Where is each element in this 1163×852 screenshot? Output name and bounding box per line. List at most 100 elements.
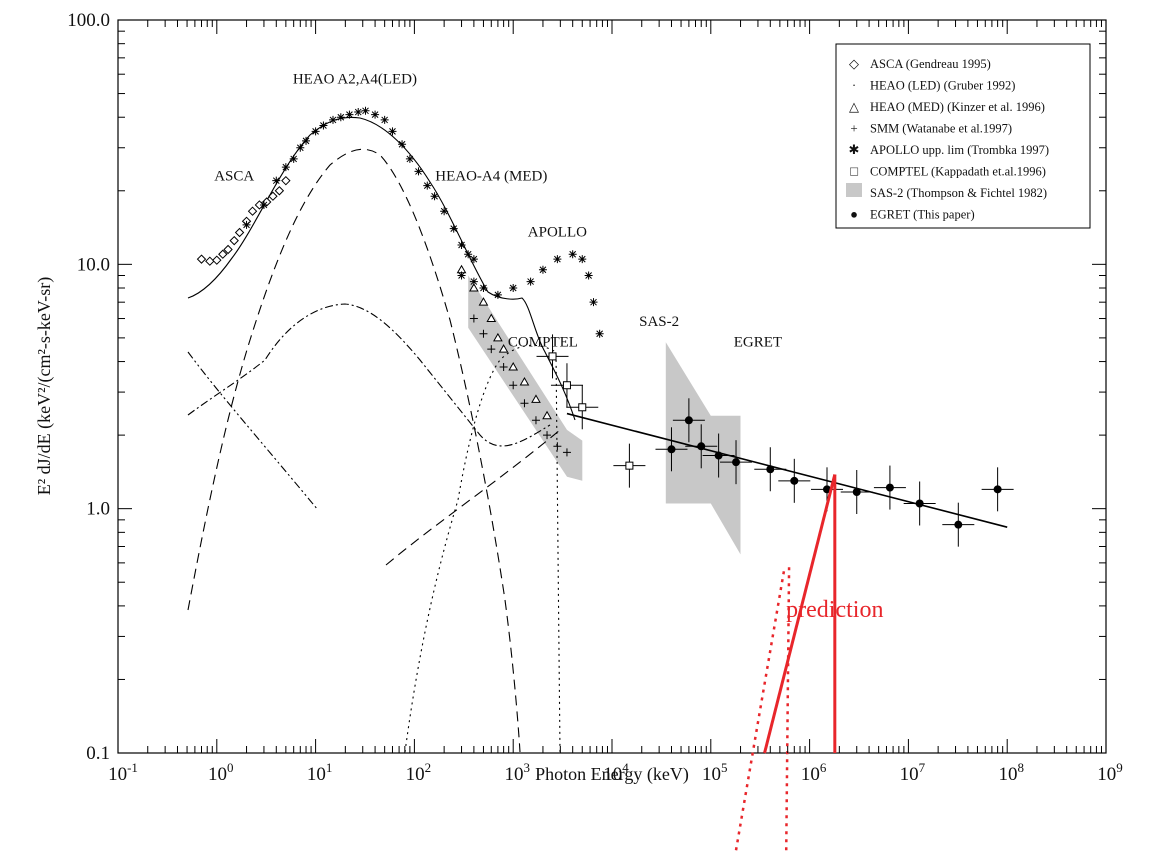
asca-marker bbox=[212, 255, 222, 265]
y-axis-ticks: 100.0 10.0 1.0 0.1 bbox=[67, 10, 1106, 764]
asca-marker bbox=[229, 235, 239, 246]
star-marker bbox=[380, 115, 389, 124]
x-tick-label: 109 bbox=[1097, 760, 1123, 785]
heao-a2-a4-led-point bbox=[371, 110, 380, 119]
annotation-heao-a2-a4-led: HEAO A2,A4(LED) bbox=[293, 71, 417, 87]
egret-fit-line bbox=[566, 412, 1008, 528]
legend-label: COMPTEL (Kappadath et.al.1996) bbox=[870, 165, 1046, 179]
asca-point bbox=[274, 186, 285, 196]
heao-med-marker bbox=[486, 313, 497, 323]
asca-point bbox=[223, 244, 233, 255]
star-marker bbox=[469, 277, 478, 286]
heao-a2-a4-led-point bbox=[302, 136, 311, 145]
heao-a2-a4-led-point bbox=[289, 154, 298, 163]
star-marker bbox=[568, 250, 577, 259]
legend-label: ASCA (Gendreau 1995) bbox=[870, 57, 991, 71]
star-marker bbox=[328, 115, 337, 124]
asca-marker bbox=[205, 256, 215, 266]
heao-a4-med-point bbox=[508, 361, 519, 371]
egret-marker bbox=[714, 451, 723, 460]
y-tick-label: 100.0 bbox=[67, 10, 110, 31]
heao-med-marker bbox=[498, 344, 509, 353]
y-axis-label: E² dJ/dE (keV²/(cm²-s-keV-sr) bbox=[34, 277, 55, 495]
star-marker bbox=[371, 110, 380, 119]
y-tick-label: 1.0 bbox=[86, 499, 110, 520]
prediction-lines bbox=[734, 474, 837, 851]
star-marker bbox=[361, 106, 370, 115]
egret-marker bbox=[790, 476, 799, 485]
x-tick-label: 105 bbox=[702, 760, 728, 785]
egret-point bbox=[754, 447, 787, 492]
legend-symbol: ◇ bbox=[849, 56, 859, 71]
x-tick-label: 100 bbox=[208, 760, 234, 785]
apollo-upp-lim-point bbox=[479, 284, 488, 293]
smm-point bbox=[531, 416, 540, 425]
annotation-egret: EGRET bbox=[734, 335, 782, 351]
comptel-marker bbox=[578, 403, 587, 412]
heao-med-marker bbox=[478, 297, 489, 306]
band-smm bbox=[468, 275, 583, 481]
star-marker bbox=[457, 271, 466, 280]
star-marker bbox=[296, 143, 305, 152]
egret-point bbox=[778, 458, 811, 503]
egret-marker bbox=[885, 483, 894, 492]
legend-item: ✱ APOLLO upp. lim (Trombka 1997) bbox=[849, 142, 1050, 157]
heao-a2-a4-led-point bbox=[259, 200, 268, 209]
smm-point bbox=[479, 329, 488, 338]
legend-label: EGRET (This paper) bbox=[870, 208, 975, 222]
legend-label: SAS-2 (Thompson & Fichtel 1982) bbox=[870, 186, 1047, 200]
asca-point bbox=[205, 256, 215, 266]
legend-item: ◇ ASCA (Gendreau 1995) bbox=[849, 56, 991, 71]
legend-swatch bbox=[846, 183, 862, 197]
smm-point bbox=[553, 442, 562, 451]
x-tick-label: 103 bbox=[504, 760, 530, 785]
legend-item: ● EGRET (This paper) bbox=[850, 207, 975, 222]
egret-marker bbox=[954, 520, 963, 529]
legend-item: + SMM (Watanabe et al.1997) bbox=[850, 121, 1012, 136]
asca-marker bbox=[234, 227, 245, 238]
annotations: HEAO A2,A4(LED) ASCA HEAO-A4 (MED) APOLLO SA… bbox=[214, 71, 883, 623]
heao-a2-a4-led-point bbox=[336, 113, 345, 122]
asca-point bbox=[247, 206, 258, 216]
legend-box bbox=[835, 43, 1091, 229]
prediction-line-3 bbox=[734, 566, 786, 851]
annotation-heao-a4-med: HEAO-A4 (MED) bbox=[435, 169, 547, 185]
x-tick-label: 10-1 bbox=[108, 760, 138, 785]
smm-point bbox=[469, 314, 478, 323]
x-tick-label: 108 bbox=[998, 760, 1023, 785]
smm-marker bbox=[509, 381, 518, 390]
apollo-upp-lim-point bbox=[469, 277, 478, 286]
heao-a2-a4-led-point bbox=[398, 140, 407, 149]
smm-marker bbox=[543, 431, 552, 440]
model-steep-curve bbox=[187, 351, 319, 511]
apollo-upp-lim-point bbox=[568, 250, 577, 259]
legend-label: SMM (Watanabe et al.1997) bbox=[870, 122, 1012, 136]
prediction-line-2 bbox=[763, 474, 837, 754]
heao-a2-a4-led-point bbox=[296, 143, 305, 152]
data-markers bbox=[196, 106, 1014, 547]
star-marker bbox=[469, 255, 478, 264]
smm-point bbox=[562, 448, 571, 457]
asca-point bbox=[281, 175, 291, 186]
asca-marker bbox=[196, 254, 207, 264]
annotation-prediction: prediction bbox=[786, 597, 883, 623]
annotation-comptel: COMPTEL bbox=[508, 335, 578, 351]
apollo-upp-lim-point bbox=[595, 329, 604, 338]
asca-marker bbox=[247, 206, 258, 216]
egret-marker bbox=[915, 499, 924, 508]
star-marker bbox=[493, 290, 502, 299]
apollo-upp-lim-point bbox=[457, 271, 466, 280]
star-marker bbox=[449, 224, 458, 233]
egret-marker bbox=[766, 465, 775, 474]
legend-symbol: ✱ bbox=[849, 142, 860, 157]
star-marker bbox=[398, 140, 407, 149]
legend-label: HEAO (MED) (Kinzer et al. 1996) bbox=[870, 100, 1045, 114]
asca-point bbox=[218, 249, 228, 259]
asca-point bbox=[268, 191, 278, 201]
x-axis-label: Photon Energy (keV) bbox=[535, 764, 689, 785]
star-marker bbox=[289, 154, 298, 163]
model-thermal-curve bbox=[187, 148, 521, 753]
legend-item: △ HEAO (MED) (Kinzer et al. 1996) bbox=[849, 99, 1045, 114]
egret-marker bbox=[852, 488, 861, 497]
heao-med-marker bbox=[519, 376, 530, 386]
